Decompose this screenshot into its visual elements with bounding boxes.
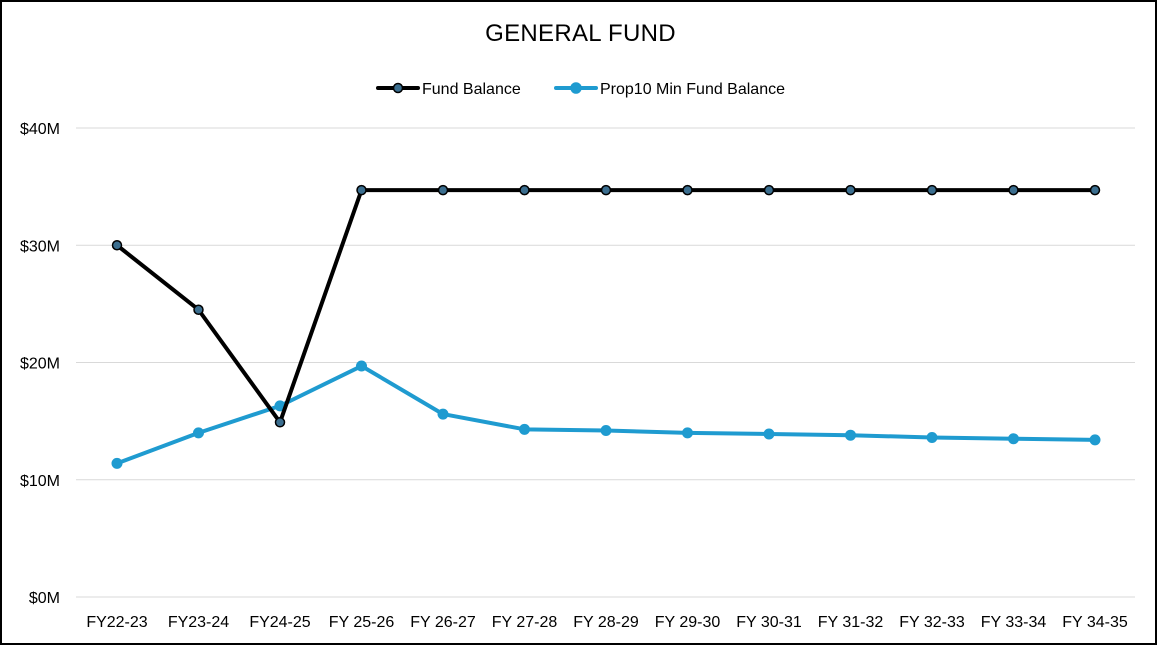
data-point <box>356 360 367 372</box>
data-point <box>682 427 693 439</box>
data-point <box>845 429 856 441</box>
legend-label: Prop10 Min Fund Balance <box>600 81 785 98</box>
series-0 <box>111 184 1101 428</box>
y-axis-ticks: $0M $10M $20M $30M $40M <box>20 121 60 607</box>
data-point <box>763 184 775 196</box>
series-line <box>115 364 1097 466</box>
data-point <box>437 408 449 420</box>
series-layer <box>111 184 1101 469</box>
x-tick-label: FY 33-34 <box>981 614 1047 631</box>
data-point <box>111 457 123 469</box>
legend: Fund Balance Prop10 Min Fund Balance <box>376 81 785 98</box>
data-point <box>274 417 286 428</box>
x-tick-label: FY 30-31 <box>736 614 802 631</box>
x-tick-label: FY22-23 <box>86 614 147 631</box>
data-point <box>1008 433 1019 445</box>
data-point <box>193 304 204 315</box>
y-tick-label: $20M <box>20 356 60 373</box>
data-point <box>193 427 204 439</box>
x-tick-label: FY 25-26 <box>329 614 395 631</box>
data-point <box>1089 184 1101 196</box>
x-tick-label: FY24-25 <box>249 614 310 631</box>
data-point <box>1089 434 1101 446</box>
data-point <box>763 428 775 440</box>
y-tick-label: $0M <box>29 590 60 607</box>
legend-item: Prop10 Min Fund Balance <box>554 81 785 98</box>
y-tick-label: $40M <box>20 121 60 138</box>
x-axis-ticks: FY22-23 FY23-24 FY24-25 FY 25-26 FY 26-27 FY … <box>86 614 1128 631</box>
series-line <box>115 188 1097 425</box>
x-tick-label: FY 28-29 <box>573 614 639 631</box>
data-point <box>600 184 612 196</box>
data-point <box>926 432 938 444</box>
x-tick-label: FY 27-28 <box>492 614 558 631</box>
x-tick-label: FY 29-30 <box>655 614 721 631</box>
data-point <box>437 184 449 196</box>
x-tick-label: FY 34-35 <box>1062 614 1128 631</box>
x-tick-label: FY 32-33 <box>899 614 965 631</box>
data-point <box>682 184 693 196</box>
legend-item: Fund Balance <box>376 81 521 98</box>
x-tick-label: FY23-24 <box>168 614 229 631</box>
x-tick-label: FY 31-32 <box>818 614 884 631</box>
series-1 <box>111 360 1101 469</box>
y-tick-label: $30M <box>20 238 60 255</box>
data-point <box>111 240 123 251</box>
data-point <box>926 184 938 196</box>
data-point <box>845 184 856 196</box>
data-point <box>600 425 612 437</box>
data-point <box>1008 184 1019 196</box>
y-tick-label: $10M <box>20 473 60 490</box>
chart-title: GENERAL FUND <box>485 20 676 47</box>
data-point <box>519 423 530 435</box>
legend-swatch-marker <box>392 82 404 94</box>
legend-swatch-marker <box>570 82 582 94</box>
legend-label: Fund Balance <box>422 81 521 98</box>
x-tick-label: FY 26-27 <box>410 614 476 631</box>
data-point <box>356 184 367 196</box>
gridlines <box>76 127 1135 598</box>
data-point <box>519 184 530 196</box>
